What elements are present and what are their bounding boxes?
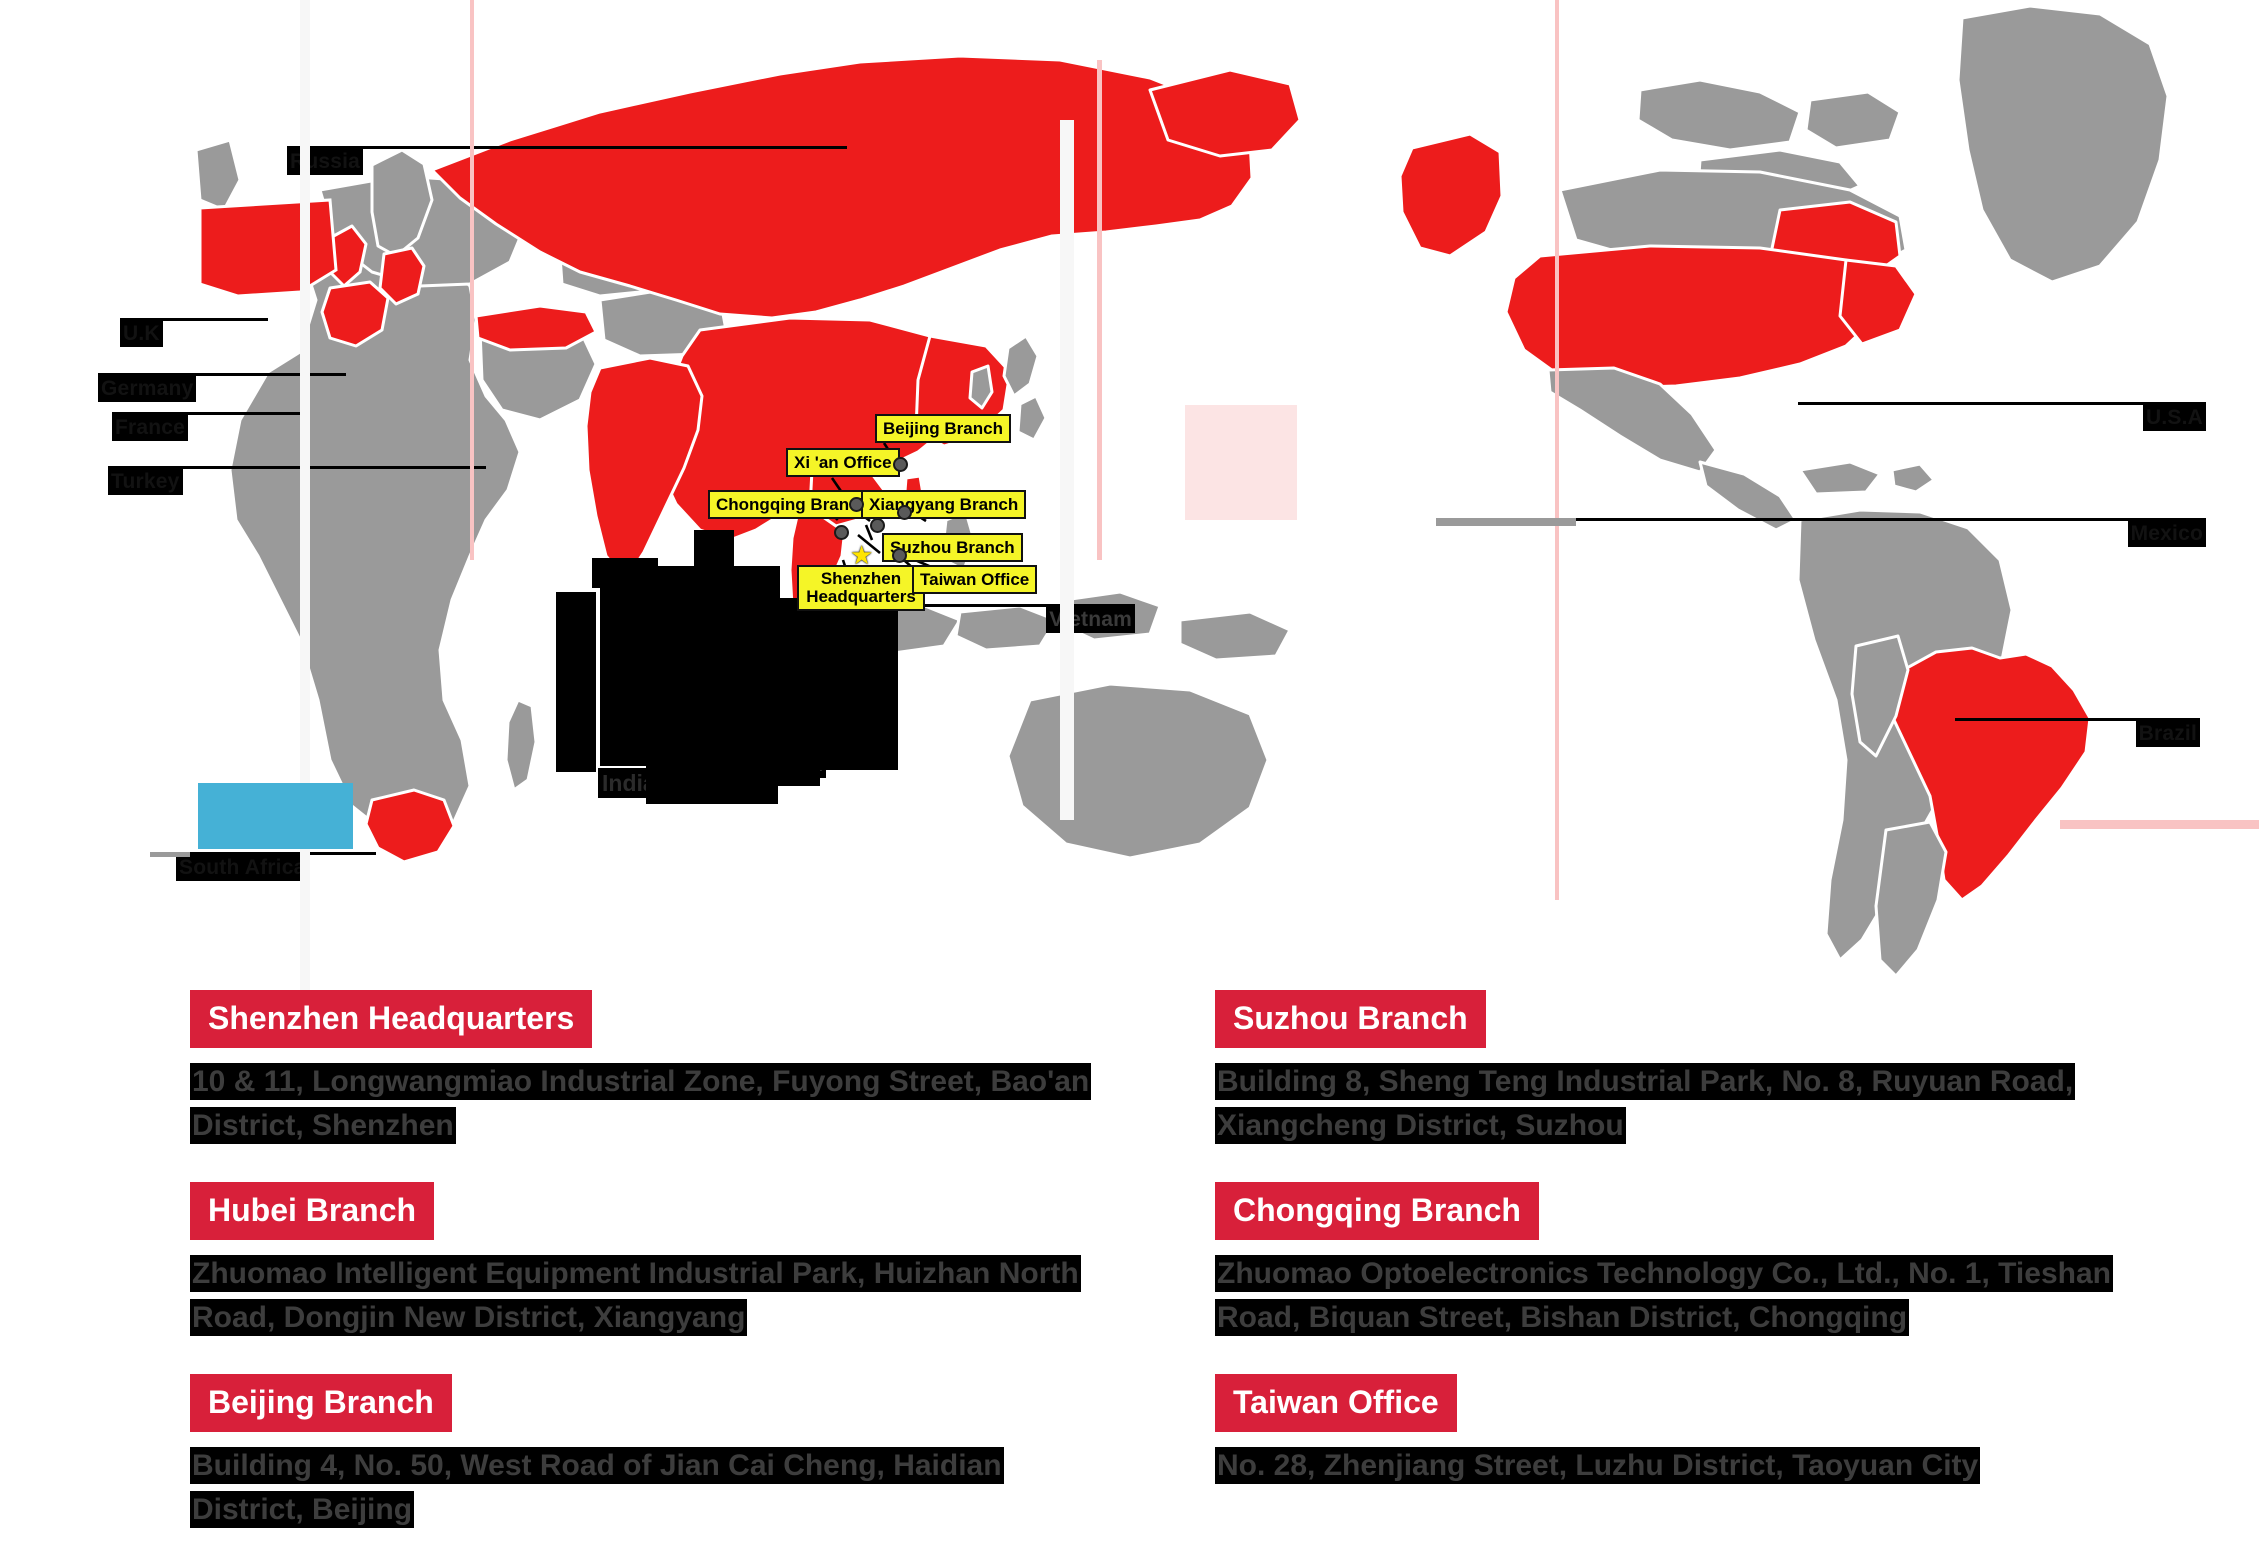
directory-entry: Shenzhen Headquarters 10 & 11, Longwangm… xyxy=(190,990,1190,1148)
office-address: 10 & 11, Longwangmiao Industrial Zone, F… xyxy=(190,1063,1092,1144)
leader-rule xyxy=(176,852,376,855)
office-name-badge[interactable]: Suzhou Branch xyxy=(1215,990,1486,1048)
world-maps-panel: Russia U.K Germany France Turkey South A… xyxy=(98,0,2259,990)
office-name-badge[interactable]: Taiwan Office xyxy=(1215,1374,1457,1432)
callout-taiwan-office[interactable]: Taiwan Office xyxy=(912,565,1038,594)
office-address-wrap: Building 4, No. 50, West Road of Jian Ca… xyxy=(190,1444,1095,1532)
directory-entry: Taiwan Office No. 28, Zhenjiang Street, … xyxy=(1215,1374,2215,1488)
callout-leader-lines xyxy=(830,442,939,585)
render-artifact xyxy=(1555,0,1559,900)
office-name-badge[interactable]: Beijing Branch xyxy=(190,1374,452,1432)
country-label-text: Mexico xyxy=(2127,521,2206,547)
callout-shenzhen-headquarters[interactable]: Shenzhen Headquarters xyxy=(797,565,925,611)
country-label-usa: U.S.A xyxy=(1798,402,2206,431)
country-label-turkey: Turkey xyxy=(108,466,486,495)
leader-rule xyxy=(1955,718,2200,721)
directory-entry: Chongqing Branch Zhuomao Optoelectronics… xyxy=(1215,1182,2215,1340)
left-map-graphic xyxy=(194,54,1302,864)
office-marker-suzhou[interactable] xyxy=(892,548,907,563)
render-artifact xyxy=(470,0,474,560)
office-marker-beijing[interactable] xyxy=(893,457,908,472)
country-label-south-africa: South Africa xyxy=(176,852,376,881)
office-marker-xiangyang-east[interactable] xyxy=(897,505,912,520)
leader-rule xyxy=(112,412,304,415)
directory-left-column: Shenzhen Headquarters 10 & 11, Longwangm… xyxy=(190,990,1190,1566)
office-address-wrap: No. 28, Zhenjiang Street, Luzhu District… xyxy=(1215,1444,2120,1488)
render-artifact xyxy=(2060,820,2259,829)
country-label-text: Germany xyxy=(98,376,197,402)
country-label-text: South Africa xyxy=(176,855,309,881)
leader-rule xyxy=(120,318,268,321)
country-label-brazil: Brazil xyxy=(1955,718,2200,747)
country-label-mexico: Mexico xyxy=(1476,518,2206,547)
redaction-block xyxy=(760,690,820,786)
callout-beijing-branch[interactable]: Beijing Branch xyxy=(875,414,1011,443)
leader-rule xyxy=(1476,518,2206,521)
callout-xiangyang-branch[interactable]: Xiangyang Branch xyxy=(861,490,1027,519)
country-label-text: Brazil xyxy=(2135,721,2200,747)
redaction-block xyxy=(592,558,658,588)
render-artifact xyxy=(150,852,190,857)
country-label-text: France xyxy=(112,415,189,441)
cyan-block xyxy=(198,783,353,849)
office-address-wrap: Zhuomao Intelligent Equipment Industrial… xyxy=(190,1252,1095,1340)
leader-rule xyxy=(287,146,847,149)
right-map-graphic xyxy=(1398,4,2170,978)
headquarters-star-icon: ★ xyxy=(850,540,874,570)
directory-entry: Suzhou Branch Building 8, Sheng Teng Ind… xyxy=(1215,990,2215,1148)
callout-chongqing-branch[interactable]: Chongqing Branch xyxy=(708,490,877,519)
office-marker-xian[interactable] xyxy=(849,497,864,512)
render-artifact xyxy=(1436,518,1576,526)
office-name-badge[interactable]: Chongqing Branch xyxy=(1215,1182,1539,1240)
redaction-block xyxy=(646,764,778,804)
redaction-block xyxy=(694,530,734,580)
leader-rule xyxy=(1798,402,2206,405)
office-address: No. 28, Zhenjiang Street, Luzhu District… xyxy=(1215,1447,1981,1484)
leader-rule xyxy=(98,373,346,376)
redaction-block xyxy=(556,592,596,772)
country-label-text: Turkey xyxy=(108,469,183,495)
country-label-text: U.K xyxy=(120,321,163,347)
office-address-wrap: Building 8, Sheng Teng Industrial Park, … xyxy=(1215,1060,2120,1148)
leader-rule xyxy=(835,604,1135,607)
callout-xian-office[interactable]: Xi 'an Office xyxy=(786,448,900,477)
office-name-badge[interactable]: Hubei Branch xyxy=(190,1182,435,1240)
country-label-france: France xyxy=(112,412,304,441)
leader-rule xyxy=(108,466,486,469)
directory-right-column: Suzhou Branch Building 8, Sheng Teng Ind… xyxy=(1215,990,2215,1522)
directory-entry: Hubei Branch Zhuomao Intelligent Equipme… xyxy=(190,1182,1190,1340)
office-address: Zhuomao Optoelectronics Technology Co., … xyxy=(1215,1255,2113,1336)
render-artifact xyxy=(1060,120,1074,820)
office-address: Zhuomao Intelligent Equipment Industrial… xyxy=(190,1255,1081,1336)
render-artifact xyxy=(300,0,310,990)
directory-entry: Beijing Branch Building 4, No. 50, West … xyxy=(190,1374,1190,1532)
office-marker-xiangyang[interactable] xyxy=(870,518,885,533)
office-address: Building 8, Sheng Teng Industrial Park, … xyxy=(1215,1063,2076,1144)
office-name-badge[interactable]: Shenzhen Headquarters xyxy=(190,990,593,1048)
country-label-germany: Germany xyxy=(98,373,346,402)
render-artifact xyxy=(1097,60,1102,560)
country-label-text: U.S.A xyxy=(2142,405,2206,431)
callout-suzhou-branch[interactable]: Suzhou Branch xyxy=(882,533,1023,562)
office-address: Building 4, No. 50, West Road of Jian Ca… xyxy=(190,1447,1004,1528)
country-label-uk: U.K xyxy=(120,318,268,347)
office-address-wrap: Zhuomao Optoelectronics Technology Co., … xyxy=(1215,1252,2120,1340)
render-artifact xyxy=(1185,405,1297,520)
office-address-wrap: 10 & 11, Longwangmiao Industrial Zone, F… xyxy=(190,1060,1095,1148)
office-address-directory: Shenzhen Headquarters 10 & 11, Longwangm… xyxy=(0,990,2259,1554)
office-marker-chongqing[interactable] xyxy=(834,525,849,540)
